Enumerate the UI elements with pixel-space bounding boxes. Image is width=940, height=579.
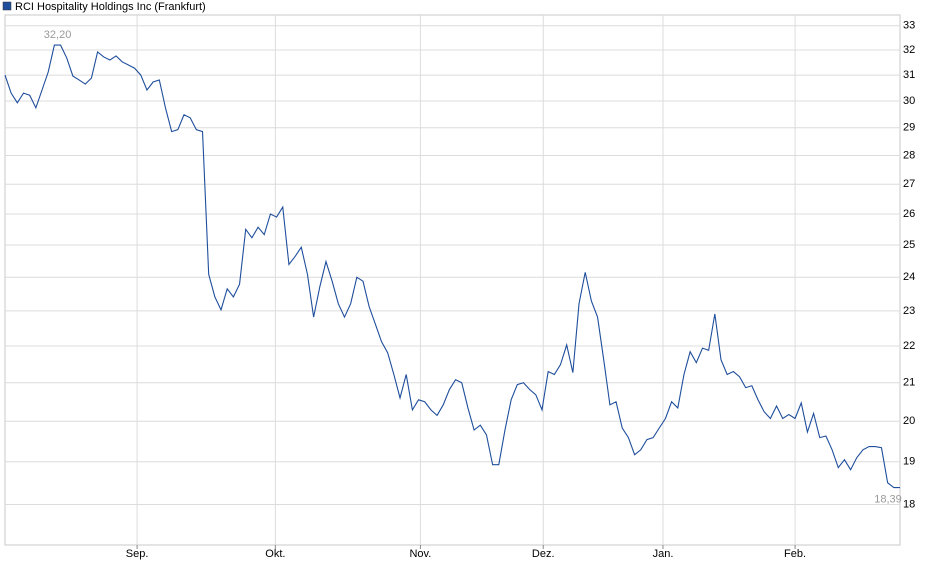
price-line <box>4 44 900 489</box>
y-tick-label: 19 <box>903 456 915 468</box>
x-tick-label: Dez. <box>532 548 555 560</box>
x-tick-label: Feb. <box>784 548 806 560</box>
x-tick-label: Nov. <box>409 548 431 560</box>
y-tick-label: 25 <box>903 239 915 251</box>
y-tick-label: 23 <box>903 305 915 317</box>
y-tick-label: 24 <box>903 271 915 283</box>
y-tick-label: 18 <box>903 498 915 510</box>
y-tick-label: 29 <box>903 122 915 134</box>
legend-swatch <box>2 1 12 11</box>
grid <box>5 15 900 545</box>
marks <box>4 44 900 489</box>
plot-frame <box>4 14 901 546</box>
y-tick-label: 27 <box>903 178 915 190</box>
y-tick-label: 31 <box>903 69 915 81</box>
legend-label: RCI Hospitality Holdings Inc (Frankfurt) <box>15 1 206 13</box>
annotation: 32,20 <box>44 29 72 41</box>
x-tick-label: Sep. <box>126 548 149 560</box>
y-tick-label: 33 <box>903 20 915 32</box>
y-tick-label: 30 <box>903 95 915 107</box>
annotation: 18,39 <box>874 493 902 505</box>
y-tick-label: 26 <box>903 208 915 220</box>
y-tick-label: 22 <box>903 340 915 352</box>
y-tick-label: 28 <box>903 149 915 161</box>
x-tick-label: Okt. <box>265 548 285 560</box>
y-tick-label: 21 <box>903 377 915 389</box>
y-tick-label: 20 <box>903 415 915 427</box>
x-tick-label: Jan. <box>653 548 674 560</box>
y-tick-label: 32 <box>903 44 915 56</box>
